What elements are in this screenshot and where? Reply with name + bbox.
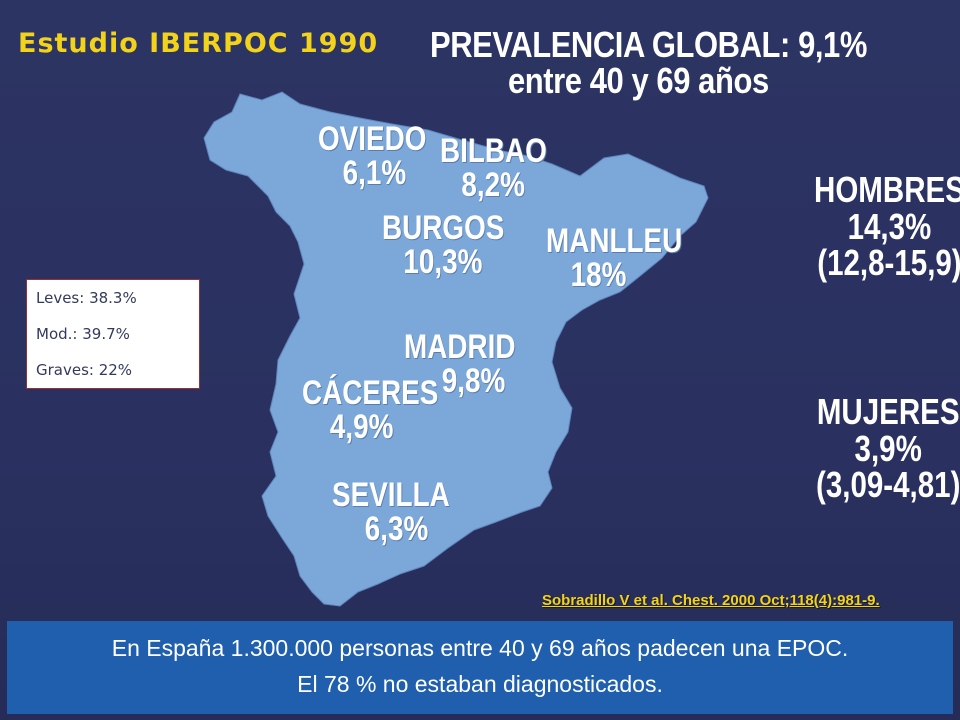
women-value: 3,9% <box>854 427 922 469</box>
city-name: CÁCERES <box>302 374 439 412</box>
city-value: 4,9% <box>329 408 394 446</box>
city-name: SEVILLA <box>332 476 450 514</box>
city-name: BURGOS <box>382 209 505 247</box>
women-label: MUJERES <box>816 391 960 432</box>
city-name: MANLLEU <box>546 222 683 260</box>
city-name: MADRID <box>404 328 516 366</box>
men-label: HOMBRES <box>814 169 960 210</box>
city-label-madrid: MADRID 9,8% <box>404 330 516 398</box>
city-label-caceres: CÁCERES 4,9% <box>302 376 438 444</box>
city-value: 8,2% <box>461 166 525 204</box>
city-label-sevilla: SEVILLA 6,3% <box>332 478 450 546</box>
summary-line-1: En España 1.300.000 personas entre 40 y … <box>111 635 849 661</box>
summary-box: En España 1.300.000 personas entre 40 y … <box>7 621 953 714</box>
city-name: BILBAO <box>440 132 547 170</box>
women-range: (3,09-4,81) <box>816 464 960 506</box>
city-value: 10,3% <box>403 243 483 281</box>
city-label-manlleu: MANLLEU 18% <box>546 224 682 292</box>
city-label-burgos: BURGOS 10,3% <box>382 211 504 279</box>
men-value: 14,3% <box>847 205 932 247</box>
severity-mild: Leves: 38.3% <box>36 289 137 307</box>
city-label-bilbao: BILBAO 8,2% <box>440 134 547 202</box>
city-value: 6,1% <box>342 154 407 192</box>
study-title: Estudio IBERPOC 1990 <box>18 28 379 59</box>
severity-severe: Graves: 22% <box>36 361 133 379</box>
men-prevalence: HOMBRES 14,3% (12,8-15,9) <box>814 169 960 284</box>
city-label-oviedo: OVIEDO 6,1% <box>318 122 426 190</box>
citation-link[interactable]: Sobradillo V et al. Chest. 2000 Oct;118(… <box>542 592 880 609</box>
city-value: 18% <box>570 256 627 294</box>
city-value: 9,8% <box>441 362 506 400</box>
spain-map-shape <box>203 91 709 607</box>
men-range: (12,8-15,9) <box>817 242 960 284</box>
city-value: 6,3% <box>364 510 429 548</box>
summary-line-2: El 78 % no estaban diagnosticados. <box>297 671 663 697</box>
city-name: OVIEDO <box>318 120 427 158</box>
severity-box: Leves: 38.3% Mod.: 39.7% Graves: 22% <box>26 279 200 389</box>
women-prevalence: MUJERES 3,9% (3,09-4,81) <box>816 391 960 506</box>
global-prevalence-heading: PREVALENCIA GLOBAL: 9,1% <box>430 24 867 65</box>
severity-moderate: Mod.: 39.7% <box>36 325 130 343</box>
age-range-subheading: entre 40 y 69 años <box>508 60 769 101</box>
